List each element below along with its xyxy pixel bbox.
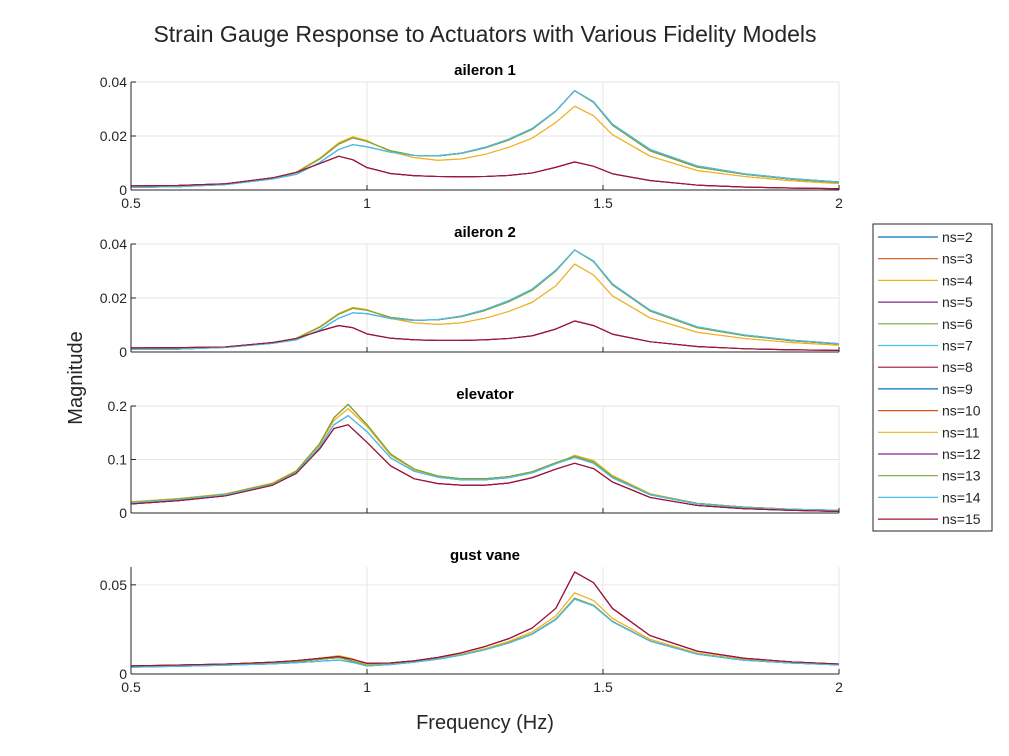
y-tick-label: 0.02 [100, 290, 127, 306]
series-line-13 [130, 598, 840, 668]
y-tick-label: 0.2 [108, 398, 128, 414]
series-line-4 [130, 424, 840, 512]
legend-box [872, 223, 993, 532]
series-line-8 [130, 415, 840, 511]
legend-label: ns=15 [942, 511, 981, 527]
subplot-2: 0 0.02 0.04 aileron 2 [100, 224, 840, 360]
x-tick-label: 0.5 [121, 195, 141, 211]
legend-label: ns=6 [942, 316, 973, 332]
x-tick-label: 1.5 [593, 679, 613, 695]
subplot-4: 0 0.05 0.5 1 1.5 2 gust vane [100, 547, 843, 695]
series-line-9 [130, 249, 840, 350]
series-line-12 [130, 403, 840, 511]
series-line-14 [130, 155, 840, 190]
subplot-title: aileron 2 [454, 224, 516, 241]
legend-label: ns=4 [942, 272, 973, 288]
series-line-6 [130, 249, 840, 350]
y-tick-label: 0 [119, 344, 127, 360]
y-tick-label: 0.04 [100, 74, 127, 90]
subplot-title: gust vane [450, 547, 520, 564]
y-tick-label: 0.04 [100, 236, 127, 252]
figure-title: Strain Gauge Response to Actuators with … [153, 21, 816, 47]
legend-label: ns=13 [942, 468, 981, 484]
series-line-2 [130, 249, 840, 350]
series-line-11 [130, 571, 840, 667]
series-line-14 [130, 320, 840, 351]
y-tick-label: 0 [119, 182, 127, 198]
legend-label: ns=3 [942, 251, 973, 267]
series-line-3 [130, 592, 840, 668]
series-line-5 [130, 249, 840, 350]
y-tick-label: 0.1 [108, 452, 128, 468]
subplots: 0 0.02 0.04 0.5 1 1.5 2 aileron 1 0 0.02 0.04 ailer… [100, 62, 843, 695]
y-tick-label: 0 [119, 505, 127, 521]
x-tick-label: 0.5 [121, 679, 141, 695]
legend-label: ns=12 [942, 446, 981, 462]
series-line-13 [130, 90, 840, 188]
subplot-title: elevator [456, 386, 514, 403]
x-tick-label: 2 [835, 195, 843, 211]
x-tick-label: 2 [835, 679, 843, 695]
series-line-8 [130, 249, 840, 350]
series-line-4 [130, 571, 840, 667]
subplot-title: aileron 1 [454, 62, 516, 79]
series-line-1 [130, 249, 840, 350]
series-line-14 [130, 424, 840, 512]
series-line-13 [130, 249, 840, 350]
series-line-7 [130, 571, 840, 667]
legend-label: ns=2 [942, 229, 973, 245]
series-line-11 [130, 424, 840, 512]
y-axis-label: Magnitude [65, 331, 87, 424]
series-line-6 [130, 415, 840, 511]
series-line-10 [130, 263, 840, 350]
legend-label: ns=11 [942, 424, 980, 440]
series-line-12 [130, 249, 840, 350]
legend-label: ns=8 [942, 359, 973, 375]
legend-label: ns=9 [942, 381, 973, 397]
y-tick-label: 0.02 [100, 128, 127, 144]
legend-label: ns=10 [942, 403, 981, 419]
legend-label: ns=7 [942, 338, 973, 354]
subplot-1: 0 0.02 0.04 0.5 1 1.5 2 aileron 1 [100, 62, 843, 211]
series-line-5 [130, 403, 840, 511]
series-line-13 [130, 415, 840, 511]
series-line-12 [130, 90, 840, 188]
x-tick-label: 1 [363, 195, 371, 211]
series-line-14 [130, 571, 840, 667]
legend-label: ns=5 [942, 294, 973, 310]
legend-label: ns=14 [942, 489, 981, 505]
x-axis-label: Frequency (Hz) [416, 712, 554, 734]
series-line-10 [130, 592, 840, 668]
y-tick-label: 0 [119, 666, 127, 682]
legend: ns=2 ns=3 ns=4 ns=5 ns=6 ns=7 ns=8 ns=9 ns=10 ns=… [872, 223, 993, 532]
x-tick-label: 1 [363, 679, 371, 695]
subplot-3: 0 0.1 0.2 elevator [108, 386, 840, 521]
series-line-7 [130, 424, 840, 512]
series-line-1 [130, 403, 840, 511]
series-line-9 [130, 403, 840, 511]
x-tick-label: 1.5 [593, 195, 613, 211]
series-line-2 [130, 403, 840, 511]
y-tick-label: 0.05 [100, 577, 127, 593]
